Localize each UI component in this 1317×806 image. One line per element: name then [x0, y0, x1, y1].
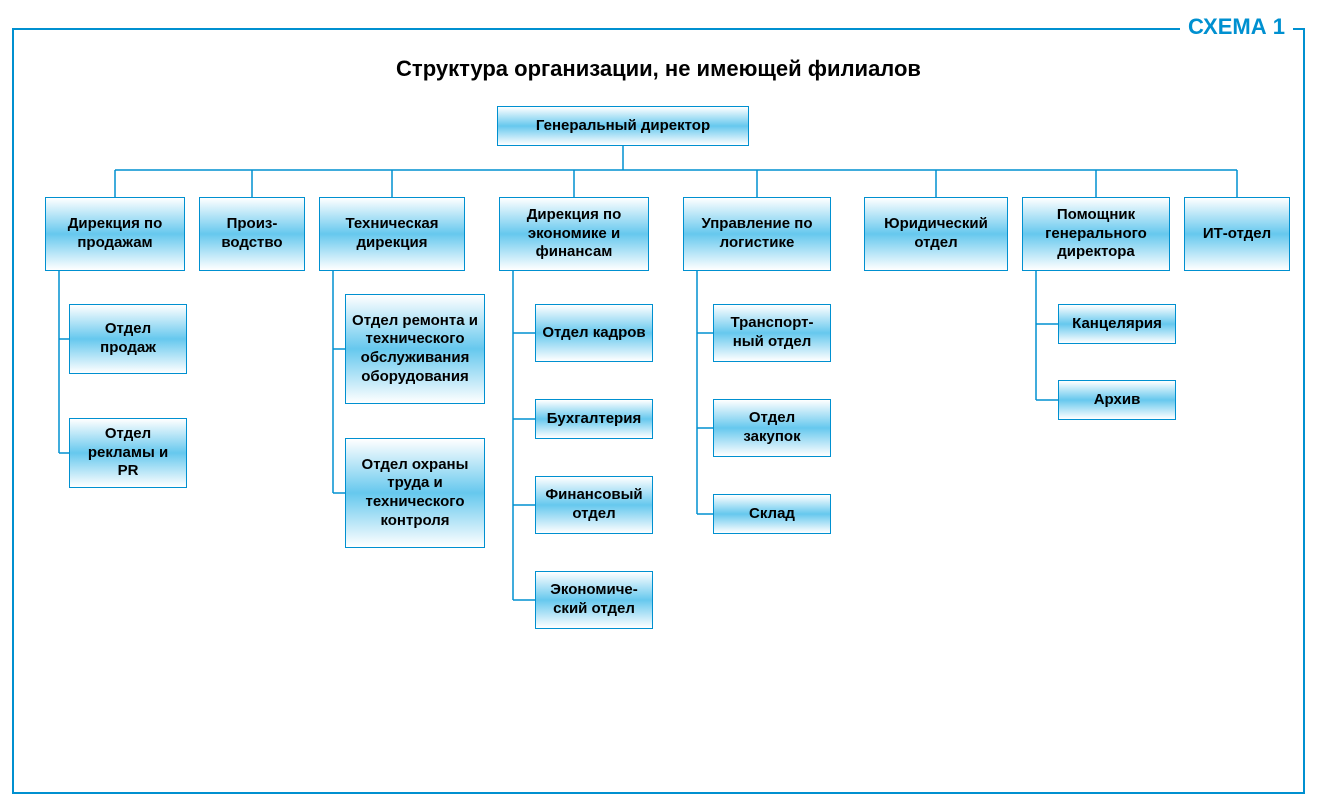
- node-d-econ: Дирекция по экономике и финансам: [499, 197, 649, 271]
- node-s-tech-1: Отдел ремонта и технического обслуживани…: [345, 294, 485, 404]
- node-s-tech-2: Отдел охраны труда и технического контро…: [345, 438, 485, 548]
- node-d-assist: Помощник генерального директора: [1022, 197, 1170, 271]
- node-s-log-2: Отдел закупок: [713, 399, 831, 457]
- node-s-sales-1: Отдел продаж: [69, 304, 187, 374]
- node-d-prod: Произ-водство: [199, 197, 305, 271]
- diagram-frame-label: СХЕМА 1: [1180, 14, 1293, 40]
- node-s-econ-4: Экономиче-ский отдел: [535, 571, 653, 629]
- node-root: Генеральный директор: [497, 106, 749, 146]
- node-d-legal: Юридический отдел: [864, 197, 1008, 271]
- node-s-econ-2: Бухгалтерия: [535, 399, 653, 439]
- node-s-log-3: Склад: [713, 494, 831, 534]
- node-s-econ-1: Отдел кадров: [535, 304, 653, 362]
- node-s-ast-1: Канцелярия: [1058, 304, 1176, 344]
- node-s-log-1: Транспорт-ный отдел: [713, 304, 831, 362]
- node-d-log: Управление по логистике: [683, 197, 831, 271]
- node-s-sales-2: Отдел рекламы и PR: [69, 418, 187, 488]
- node-d-sales: Дирекция по продажам: [45, 197, 185, 271]
- node-s-econ-3: Финансовый отдел: [535, 476, 653, 534]
- node-d-it: ИТ-отдел: [1184, 197, 1290, 271]
- diagram-title: Структура организации, не имеющей филиал…: [0, 56, 1317, 82]
- node-d-tech: Техническая дирекция: [319, 197, 465, 271]
- node-s-ast-2: Архив: [1058, 380, 1176, 420]
